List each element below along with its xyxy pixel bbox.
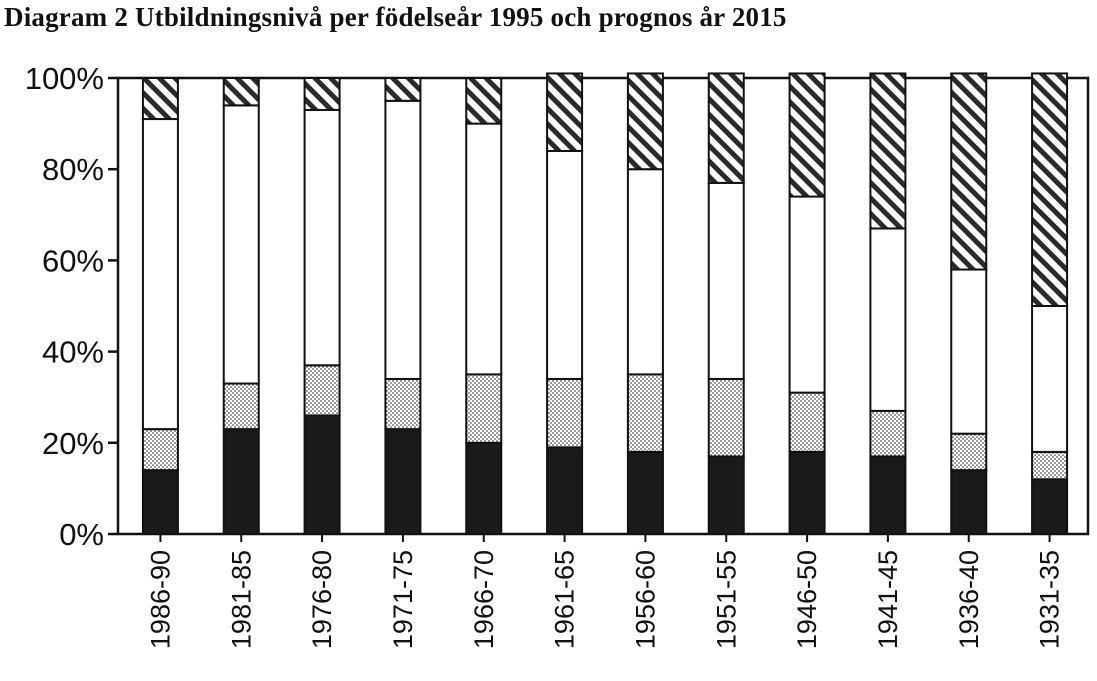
plot-frame [116,76,1090,536]
y-tick-label: 0% [59,517,104,552]
bar-segment-solid [384,428,422,535]
x-category-label: 1961-65 [550,550,580,649]
x-category-label: 1951-55 [711,550,741,649]
bar-segment-solid [788,450,826,536]
bar-segment-blank [222,104,260,385]
bar-segment-solid [141,469,179,536]
bar-segment-blank [546,149,584,380]
y-tick-label: 40% [42,335,104,370]
bar-segment-solid [465,441,503,535]
bar-segment-hatched [788,72,826,198]
bar-segment-dotted [222,382,260,431]
bar-segment-hatched [465,77,503,125]
x-category-label: 1931-35 [1035,550,1065,649]
x-category-label: 1976-80 [307,550,337,649]
x-category-label: 1966-70 [469,550,499,649]
y-tick-label: 20% [42,426,104,461]
bar-segment-hatched [303,77,341,111]
bar-segment-blank [141,118,179,431]
x-category-label: 1941-45 [873,550,903,649]
bar-segment-blank [626,168,664,376]
x-category-label: 1986-90 [145,550,175,649]
bar-segment-solid [303,414,341,535]
bar-segment-dotted [1031,450,1069,481]
bars [141,72,1069,536]
bar-segment-hatched [1031,72,1069,307]
bar-segment-solid [222,428,260,535]
bar-segment-hatched [222,77,260,107]
bar-segment-dotted [707,377,745,458]
labels: 0% 20% 40% 60% 80% 100% 1986-90 1981-85 1976-80 1… [25,61,1065,649]
bar-segment-dotted [141,428,179,472]
bar-segment-blank [788,195,826,394]
bar-segment-dotted [384,377,422,431]
bar-segment-dotted [950,432,988,472]
bar-segment-hatched [707,72,745,184]
bar-segment-blank [950,268,988,435]
bar-segment-blank [1031,305,1069,453]
axes [108,76,1090,542]
bar-segment-hatched [141,77,179,121]
x-category-label: 1946-50 [792,550,822,649]
bar-segment-solid [626,450,664,536]
bar-segment-hatched [384,77,422,102]
chart-title: Diagram 2 Utbildningsnivå per födelseår … [4,2,787,32]
bar-segment-solid [869,455,907,536]
bar-segment-dotted [465,373,503,444]
y-tick-label: 80% [42,152,104,187]
x-category-label: 1971-75 [388,550,418,649]
bar-segment-blank [384,99,422,380]
bar-segment-solid [1031,478,1069,535]
y-tick-label: 60% [42,243,104,278]
bar-segment-dotted [546,377,584,449]
x-category-label: 1936-40 [954,550,984,649]
bar-segment-blank [303,108,341,367]
bar-segment-hatched [546,72,584,152]
bar-segment-solid [707,455,745,536]
bar-segment-dotted [626,373,664,453]
y-tick-label: 100% [25,61,104,96]
bar-segment-solid [950,469,988,536]
bar-segment-hatched [869,72,907,230]
bar-segment-blank [707,181,745,380]
bar-segment-dotted [303,364,341,417]
bar-segment-blank [465,122,503,376]
bar-segment-hatched [950,72,988,271]
bar-segment-hatched [626,72,664,171]
bar-segment-dotted [788,391,826,453]
x-category-label: 1981-85 [226,550,256,649]
bar-segment-solid [546,446,584,535]
bar-segment-blank [869,227,907,412]
x-category-label: 1956-60 [630,550,660,649]
bar-segment-dotted [869,409,907,458]
